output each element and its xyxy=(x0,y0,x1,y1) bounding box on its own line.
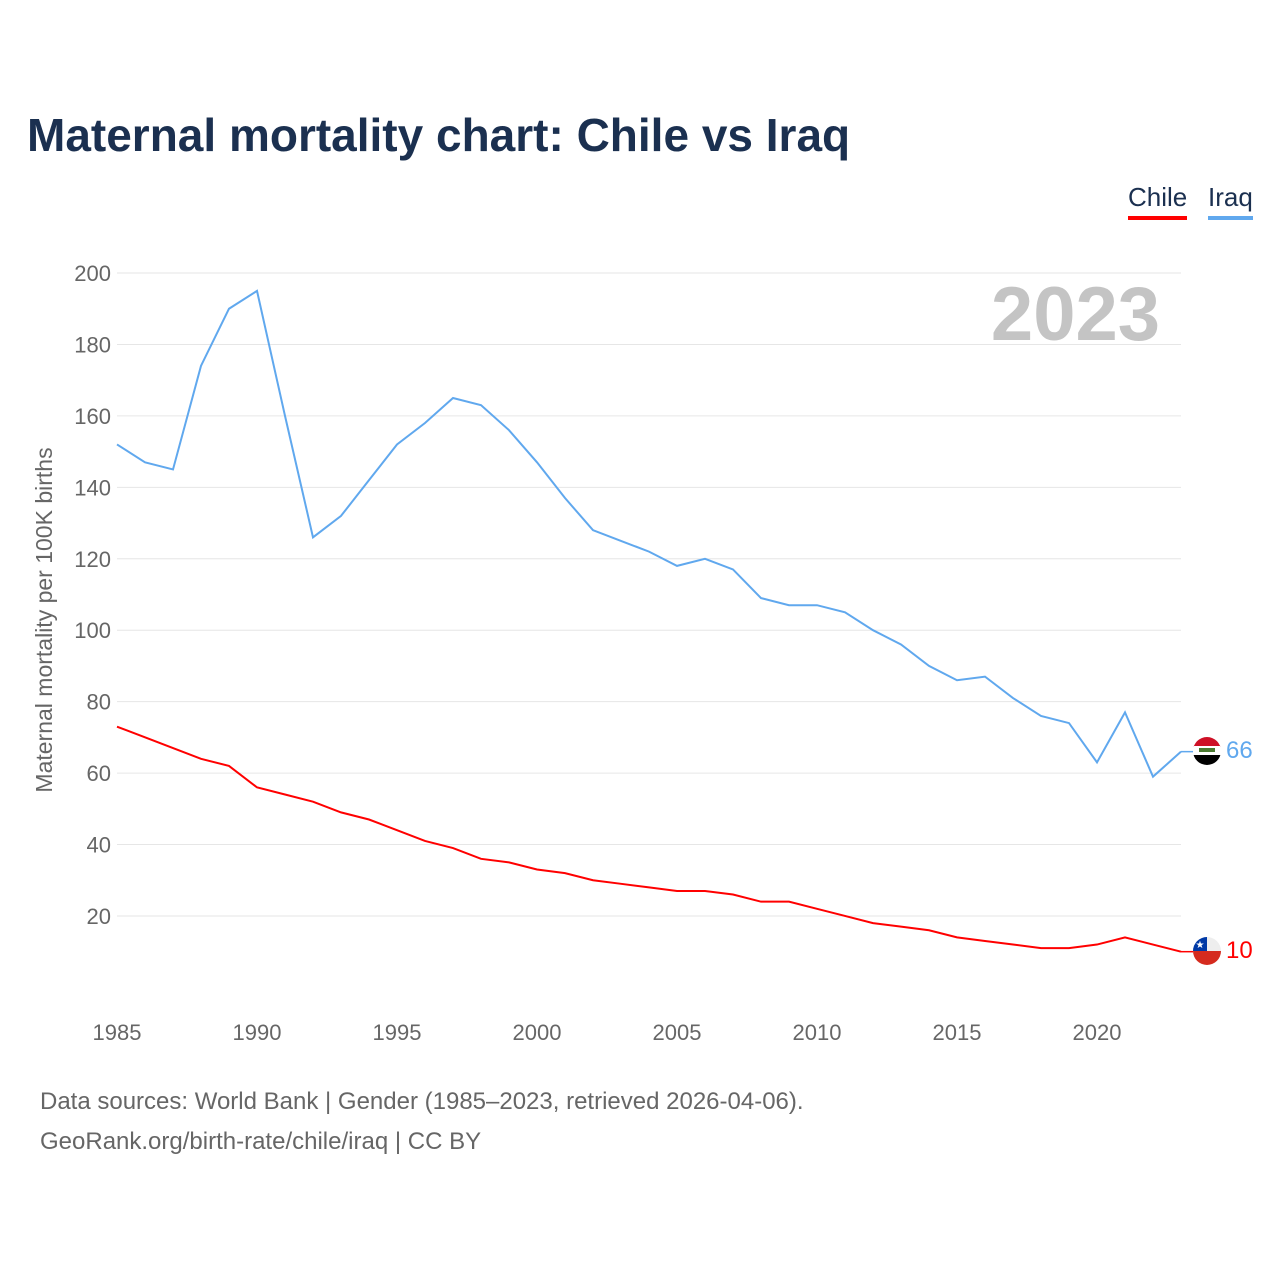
y-tick-label: 180 xyxy=(74,332,111,357)
y-tick-label: 120 xyxy=(74,547,111,572)
y-tick-label: 80 xyxy=(87,690,111,715)
y-tick-label: 60 xyxy=(87,761,111,786)
series-line-iraq xyxy=(116,289,1182,779)
x-tick-label: 2015 xyxy=(933,1020,982,1045)
x-tick-label: 2020 xyxy=(1073,1020,1122,1045)
x-tick-label: 2005 xyxy=(653,1020,702,1045)
footer-sources: Data sources: World Bank | Gender (1985–… xyxy=(40,1088,804,1115)
y-axis-label: Maternal mortality per 100K births xyxy=(31,447,57,792)
x-tick-label: 1995 xyxy=(373,1020,422,1045)
y-tick-label: 140 xyxy=(74,475,111,500)
legend-chile[interactable]: Chile xyxy=(1128,182,1188,220)
y-tick-label: 40 xyxy=(87,833,111,858)
footer-link[interactable]: GeoRank.org/birth-rate/chile/iraq | CC B… xyxy=(40,1128,482,1155)
iraq-end-label: 66 xyxy=(1226,737,1253,764)
series-line-chile xyxy=(116,725,1182,953)
chile-end-label: 10 xyxy=(1226,937,1253,964)
x-tick-label: 2010 xyxy=(793,1020,842,1045)
y-tick-label: 100 xyxy=(74,618,111,643)
chile-flag-icon: ★ xyxy=(1193,937,1221,965)
legend-iraq[interactable]: Iraq xyxy=(1208,182,1253,220)
iraq-flag-icon xyxy=(1193,737,1221,765)
y-tick-label: 200 xyxy=(74,261,111,286)
svg-text:★: ★ xyxy=(1196,940,1205,951)
chart-title: Maternal mortality chart: Chile vs Iraq xyxy=(27,109,851,161)
x-tick-label: 1985 xyxy=(93,1020,142,1045)
year-label: 2023 xyxy=(991,272,1160,357)
x-tick-label: 2000 xyxy=(513,1020,562,1045)
y-tick-label: 160 xyxy=(74,404,111,429)
x-tick-label: 1990 xyxy=(233,1020,282,1045)
y-tick-label: 20 xyxy=(87,904,111,929)
